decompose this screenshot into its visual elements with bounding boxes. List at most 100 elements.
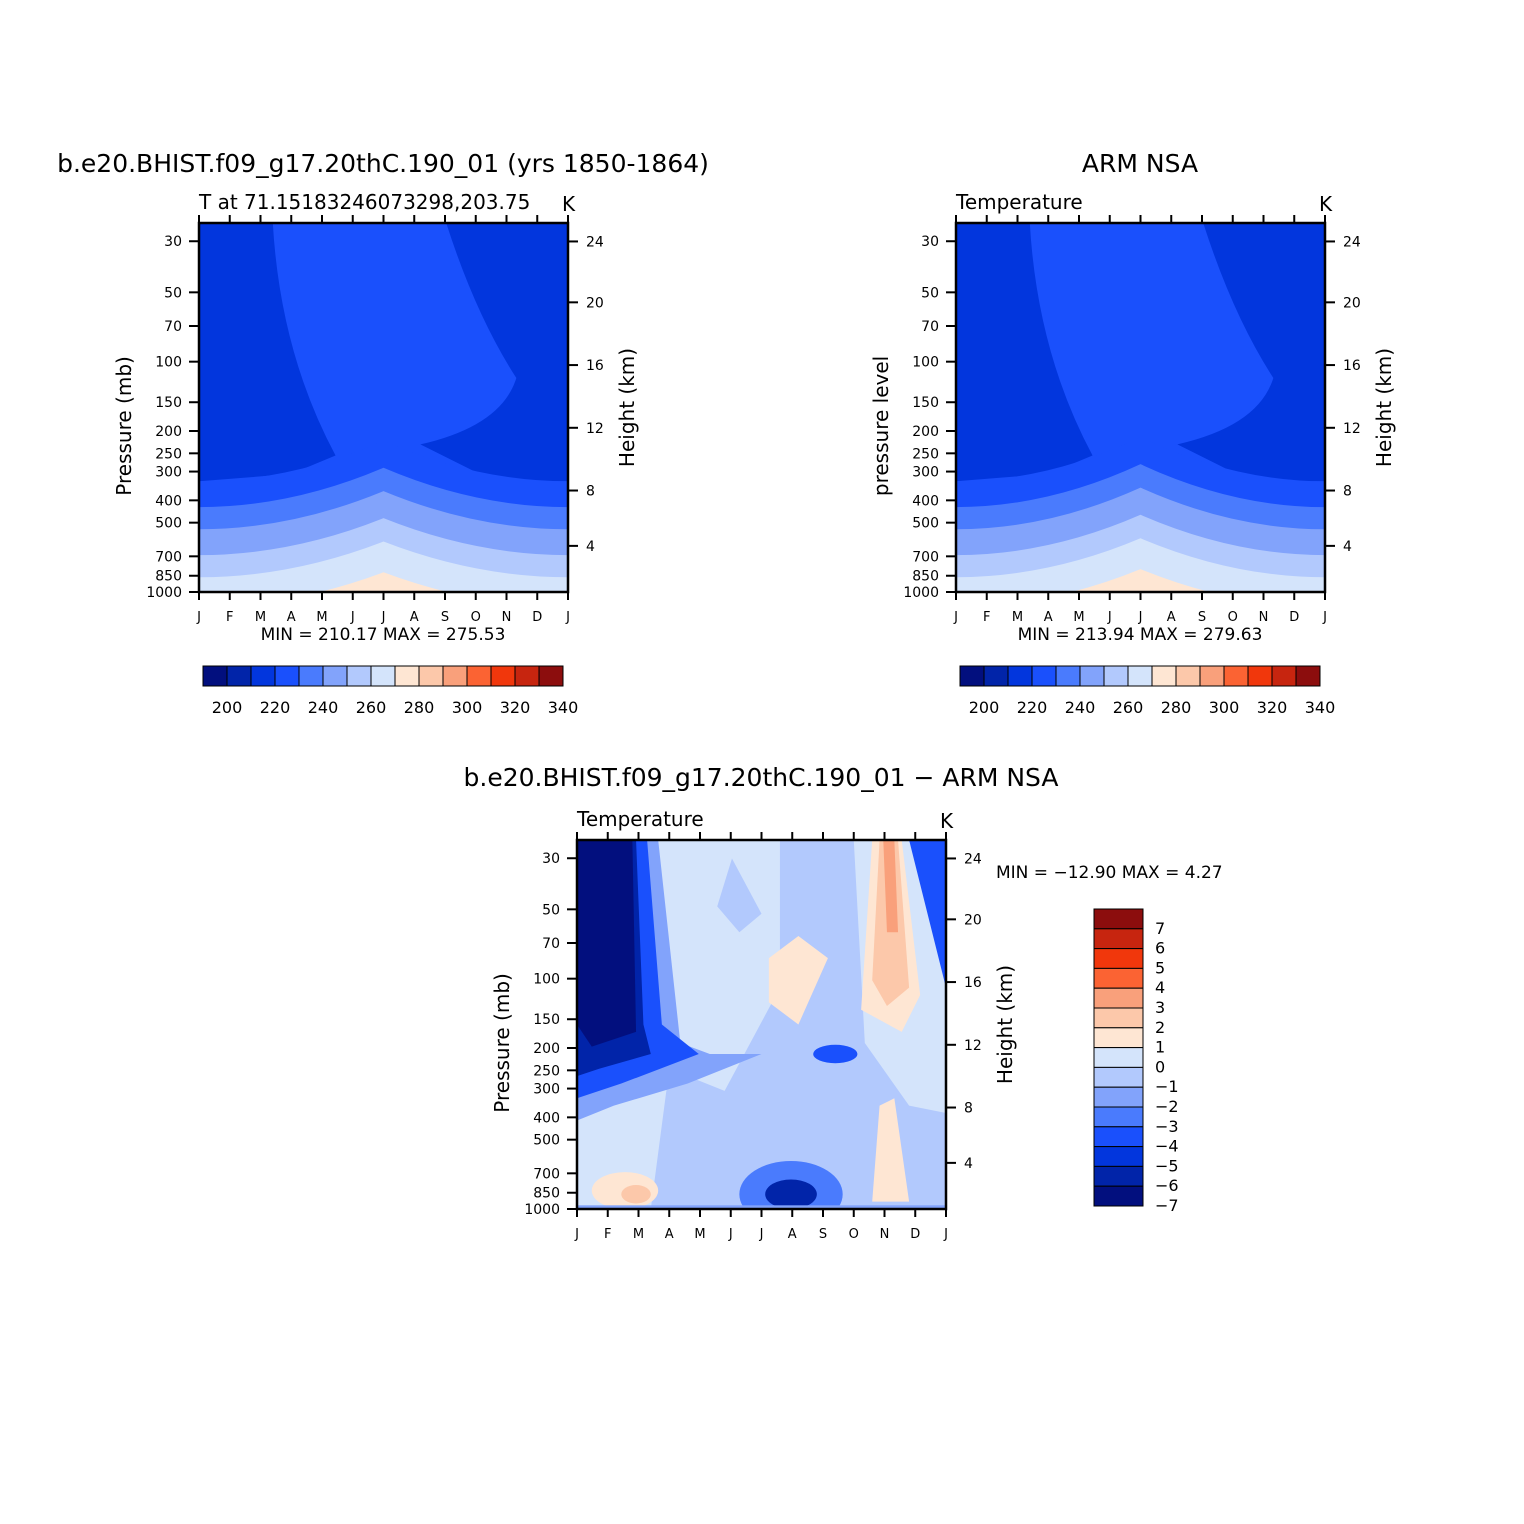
- contour-fill: [577, 840, 946, 1209]
- colorbar-swatch: [1151, 665, 1177, 687]
- colorbar-swatch: [1093, 1066, 1144, 1088]
- colorbar-swatch: [346, 665, 372, 687]
- colorbar-label: 3: [1155, 998, 1165, 1017]
- colorbar-label: 280: [1161, 698, 1192, 717]
- y-tick-label: 300: [533, 1082, 560, 1098]
- y-tick-label: 150: [912, 395, 939, 411]
- y2-tick-label: 12: [964, 1038, 982, 1054]
- x-tick-label: D: [1289, 610, 1299, 625]
- colorbar-label: 260: [1113, 698, 1144, 717]
- colorbar-swatch: [1093, 948, 1144, 969]
- y-tick-label: 500: [912, 516, 939, 532]
- colorbar-swatch: [514, 665, 540, 687]
- y-tick-label: 250: [155, 446, 182, 462]
- x-tick-label: M: [316, 610, 327, 625]
- x-tick-label: J: [196, 610, 201, 625]
- colorbar-label: −2: [1155, 1097, 1179, 1116]
- colorbar-swatch: [1093, 1146, 1144, 1167]
- y2-tick-label: 16: [1343, 358, 1361, 374]
- colorbar-label: 240: [1065, 698, 1096, 717]
- x-tick-label: J: [953, 610, 958, 625]
- y-tick-label: 700: [155, 549, 182, 565]
- panel-stats: MIN = 210.17 MAX = 275.53: [261, 625, 506, 645]
- colorbar-label: 320: [1257, 698, 1288, 717]
- colorbar-swatch: [1093, 928, 1144, 950]
- y2-tick-label: 4: [964, 1156, 973, 1172]
- panel-stats: MIN = 213.94 MAX = 279.63: [1018, 625, 1263, 645]
- x-tick-label: J: [759, 1227, 764, 1242]
- y-tick-label: 500: [533, 1133, 560, 1149]
- colorbar-swatch: [1093, 987, 1144, 1009]
- colorbar-label: 7: [1155, 919, 1165, 938]
- panel-subtitle: T at 71.15183246073298,203.75: [198, 190, 530, 214]
- colorbar-swatch: [202, 665, 228, 687]
- panel-units: K: [1319, 192, 1333, 216]
- colorbar-swatch: [1271, 665, 1297, 687]
- colorbar-label: 300: [452, 698, 483, 717]
- y-axis-label: Pressure (mb): [112, 356, 136, 496]
- x-tick-label: M: [1073, 610, 1084, 625]
- y2-tick-label: 12: [586, 421, 604, 437]
- y-tick-label: 1000: [903, 585, 939, 601]
- colorbar-label: −6: [1155, 1176, 1179, 1195]
- x-tick-label: S: [819, 1227, 827, 1242]
- band-minus6-surface: [765, 1179, 817, 1209]
- y2-tick-label: 16: [964, 975, 982, 991]
- x-tick-label: A: [665, 1227, 674, 1242]
- colorbar-swatch: [250, 665, 276, 687]
- y2-tick-label: 24: [586, 234, 604, 250]
- panel-obs: ARM NSA J F M A M J J A S O N D J 30 50 70 100 150 200 250 30…: [869, 149, 1396, 717]
- y-tick-label: 50: [542, 902, 560, 918]
- colorbar-swatch: [1093, 908, 1144, 930]
- colorbar-label: 6: [1155, 939, 1165, 958]
- y2-tick-label: 20: [586, 295, 604, 311]
- x-tick-label: A: [1044, 610, 1053, 625]
- x-tick-label: N: [880, 1227, 890, 1242]
- y-tick-label: 70: [542, 936, 560, 952]
- colorbar-swatch: [1079, 665, 1105, 687]
- y-axis-label: Pressure (mb): [490, 973, 514, 1113]
- y-tick-label: 200: [155, 424, 182, 440]
- y-tick-label: 500: [155, 516, 182, 532]
- x-tick-label: N: [1259, 610, 1269, 625]
- colorbar-swatch: [1093, 1165, 1144, 1187]
- colorbar-swatch: [1127, 665, 1153, 687]
- contour-fill: [199, 223, 568, 592]
- colorbar-swatch: [1093, 967, 1144, 989]
- y-tick-label: 100: [912, 355, 939, 371]
- band-plus2-feb: [621, 1185, 651, 1204]
- x-tick-label: S: [441, 610, 449, 625]
- colorbar-swatch: [226, 665, 252, 687]
- y-tick-label: 70: [164, 319, 182, 335]
- cold-core-winter-late: [420, 223, 568, 482]
- x-tick-label: M: [633, 1227, 644, 1242]
- colorbar-swatch: [959, 665, 985, 687]
- y2-tick-label: 20: [964, 912, 982, 928]
- y2-axis-label: Height (km): [993, 965, 1017, 1084]
- colorbar-label: 200: [212, 698, 243, 717]
- colorbar-label: 220: [260, 698, 291, 717]
- band-plus1-nov-low: [872, 1098, 910, 1202]
- y2-tick-label: 16: [586, 358, 604, 374]
- colorbar-swatch: [1103, 665, 1129, 687]
- x-tick-label: J: [1322, 610, 1327, 625]
- y-tick-label: 1000: [146, 585, 182, 601]
- y-tick-label: 50: [164, 285, 182, 301]
- colorbar-swatch: [538, 665, 564, 687]
- colorbar-label: 220: [1017, 698, 1048, 717]
- colorbar-label: 340: [1305, 698, 1336, 717]
- y-tick-label: 200: [533, 1041, 560, 1057]
- y2-axis-label: Height (km): [615, 348, 639, 467]
- y-axis-label: pressure level: [869, 356, 893, 496]
- band-surface-strip: [577, 1205, 946, 1209]
- x-tick-label: F: [604, 1227, 611, 1242]
- x-tick-label: J: [1107, 610, 1112, 625]
- contour-fill: [956, 223, 1325, 592]
- y-tick-label: 100: [155, 355, 182, 371]
- y2-axis-label: Height (km): [1372, 348, 1396, 467]
- colorbar-label: 260: [356, 698, 387, 717]
- band-minus7: [577, 840, 637, 1047]
- colorbar-label: 240: [308, 698, 339, 717]
- colorbar-swatch: [1093, 1027, 1144, 1049]
